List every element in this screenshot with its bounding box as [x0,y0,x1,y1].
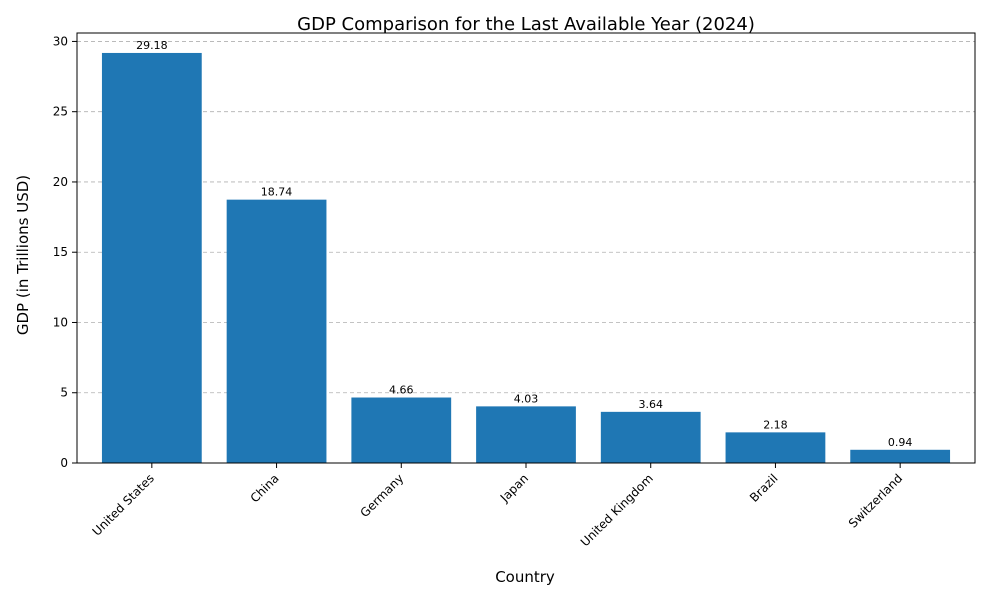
bar-switzerland [850,449,951,463]
data-label: 4.66 [389,384,414,397]
y-axis-label: GDP (in Trillions USD) [14,175,32,335]
bar-china [226,199,327,463]
y-tick-label: 25 [53,105,68,119]
bar-brazil [725,432,826,463]
data-labels: 29.18 18.74 4.66 4.03 3.64 2.18 0.94 [136,39,912,449]
data-label: 3.64 [638,398,663,411]
bar-germany [351,397,452,463]
y-tick-label: 10 [53,315,68,329]
y-tick-label: 0 [60,456,68,470]
y-tick-label: 5 [60,386,68,400]
data-label: 4.03 [514,392,539,405]
data-label: 18.74 [261,186,293,199]
chart-title: GDP Comparison for the Last Available Ye… [297,14,755,35]
y-axis-ticks: 0 5 10 15 20 25 30 [53,34,77,470]
x-axis-label: Country [495,568,555,586]
y-tick-label: 20 [53,175,68,189]
y-tick-label: 15 [53,245,68,259]
bar-united-kingdom [600,411,701,463]
bar-united-states [101,52,202,463]
bars [101,52,951,463]
data-label: 0.94 [888,436,913,449]
data-label: 2.18 [763,418,788,431]
data-label: 29.18 [136,39,168,52]
y-tick-label: 30 [53,34,68,48]
bar-japan [476,406,576,463]
